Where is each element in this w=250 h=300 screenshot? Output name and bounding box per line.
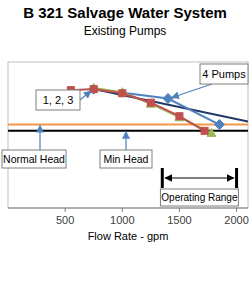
series-marker: [214, 120, 224, 130]
x-tick: [236, 208, 237, 212]
chart: B 321 Salvage Water System Existing Pumps…: [0, 0, 250, 300]
annotation-text: 1, 2, 3: [43, 94, 74, 106]
series-marker: [90, 86, 97, 93]
series-marker: [147, 99, 154, 106]
annotation-text: Min Head: [104, 153, 149, 165]
series-marker: [201, 127, 208, 134]
series-line: [94, 88, 212, 133]
x-tick-label: 1000: [110, 214, 134, 226]
annotation-arrow: [80, 91, 91, 100]
range-bar: [235, 168, 238, 188]
annotation-text: Normal Head: [3, 153, 65, 165]
annotation-arrow: [125, 132, 126, 150]
x-tick: [122, 208, 123, 212]
series-marker: [89, 84, 99, 94]
annotation-box: [36, 90, 80, 110]
series-marker: [163, 94, 173, 104]
series-line: [71, 89, 205, 131]
annotation-text: Operating Range: [161, 192, 238, 203]
series-line: [8, 124, 248, 126]
x-axis-label: Flow Rate - gpm: [88, 230, 169, 242]
annotation-arrow: [172, 84, 212, 98]
series-group: [8, 84, 248, 137]
range-arrow: [165, 178, 233, 179]
subtitle: Existing Pumps: [84, 24, 167, 38]
x-tick-label: 500: [56, 214, 74, 226]
x-tick: [65, 208, 66, 212]
range-bar: [161, 168, 164, 188]
x-tick: [179, 208, 180, 212]
x-axis: [8, 208, 248, 209]
annotation-text: 4 Pumps: [202, 68, 246, 80]
annotation-box: [2, 150, 66, 168]
annotation-box: [200, 64, 248, 84]
annotation-box: [160, 189, 238, 206]
x-tick-label: 1500: [167, 214, 191, 226]
series-marker: [175, 113, 184, 121]
annotation-arrow: [39, 126, 40, 150]
annotation-box: [100, 150, 152, 168]
plot-frame: [8, 62, 248, 208]
series-marker: [176, 113, 183, 120]
series-marker: [119, 90, 126, 97]
title: B 321 Salvage Water System: [23, 4, 227, 21]
x-tick-label: 2000: [224, 214, 248, 226]
series-line: [94, 89, 248, 121]
series-marker: [146, 99, 155, 107]
